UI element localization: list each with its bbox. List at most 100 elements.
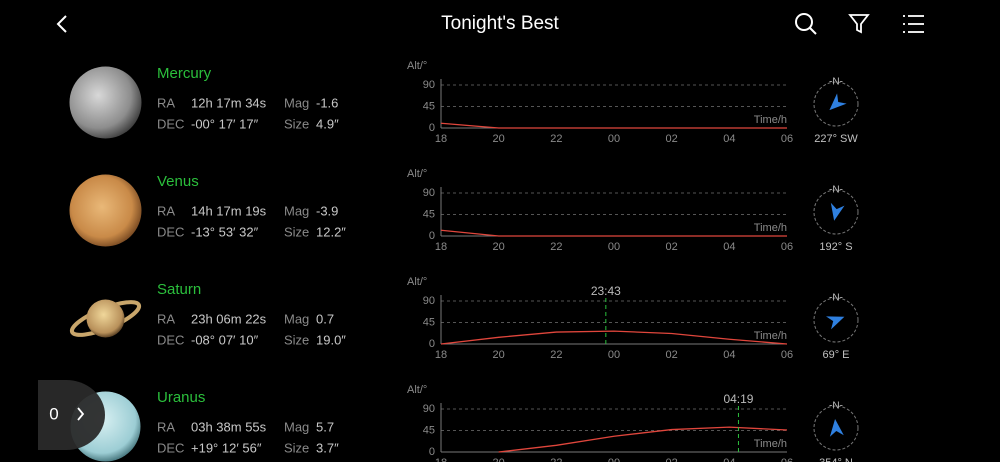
x-axis-label: Time/h: [754, 330, 787, 342]
compass-arrow: [830, 202, 845, 221]
dec-label: DEC: [157, 224, 184, 239]
y-axis-label: Alt/°: [407, 60, 427, 72]
y-tick-label: 90: [423, 403, 435, 415]
y-tick-label: 0: [429, 338, 435, 350]
x-tick-label: 06: [781, 241, 793, 253]
x-tick-label: 20: [493, 349, 505, 361]
compass-ring: [813, 405, 859, 451]
size-label: Size: [284, 440, 309, 455]
mag-value: -3.9: [316, 203, 338, 218]
mag-label: Mag: [284, 95, 309, 110]
object-name: Venus: [157, 173, 199, 190]
x-tick-label: 22: [550, 241, 562, 253]
azimuth: 192° S: [819, 241, 852, 253]
x-tick-label: 00: [608, 133, 620, 145]
x-tick-label: 06: [781, 133, 793, 145]
peak-time: 04:19: [723, 392, 753, 406]
dec-label: DEC: [157, 116, 184, 131]
y-axis-label: Alt/°: [407, 276, 427, 288]
y-tick-label: 45: [423, 316, 435, 328]
ra-label: RA: [157, 311, 175, 326]
mag-label: Mag: [284, 419, 309, 434]
object-row[interactable]: Mercury RA 12h 17m 34s Mag -1.6 DEC -00° 17′ 1…: [68, 60, 859, 145]
x-tick-label: 04: [723, 349, 735, 361]
x-tick-label: 06: [781, 457, 793, 462]
x-tick-label: 02: [666, 133, 678, 145]
compass-arrow: [826, 316, 845, 330]
side-tab[interactable]: 0: [38, 380, 105, 450]
x-axis-label: Time/h: [754, 114, 787, 126]
compass-north: -N-: [829, 77, 843, 88]
side-tab-count: 0: [49, 404, 58, 423]
altitude-curve: [440, 229, 787, 237]
list-button[interactable]: [903, 15, 924, 33]
dec-label: DEC: [157, 440, 184, 455]
mag-label: Mag: [284, 311, 309, 326]
x-tick-label: 18: [435, 349, 447, 361]
compass-arrow: [829, 419, 844, 437]
search-button[interactable]: [795, 13, 817, 35]
y-tick-label: 90: [423, 187, 435, 199]
azimuth: 69° E: [822, 349, 849, 361]
compass-north: -N-: [829, 401, 843, 412]
ra-value: 23h 06m 22s: [191, 311, 267, 326]
back-button[interactable]: [56, 15, 67, 33]
y-tick-label: 90: [423, 295, 435, 307]
x-tick-label: 18: [435, 457, 447, 462]
size-value: 12.2″: [316, 224, 346, 239]
x-tick-label: 18: [435, 241, 447, 253]
size-label: Size: [284, 332, 309, 347]
y-tick-label: 45: [423, 424, 435, 436]
azimuth: 354° N: [819, 457, 853, 462]
x-axis-label: Time/h: [754, 222, 787, 234]
object-name: Mercury: [157, 65, 212, 82]
x-tick-label: 02: [666, 457, 678, 462]
y-axis-label: Alt/°: [407, 384, 427, 396]
compass-ring: [813, 297, 859, 343]
dec-value: -08° 07′ 10″: [191, 332, 259, 347]
ra-value: 14h 17m 19s: [191, 203, 267, 218]
altitude-curve: [440, 330, 788, 345]
size-label: Size: [284, 224, 309, 239]
y-tick-label: 0: [429, 230, 435, 242]
object-name: Saturn: [157, 281, 201, 298]
planet-image: [69, 66, 142, 139]
size-value: 4.9″: [316, 116, 339, 131]
compass-arrow: [829, 93, 847, 111]
x-tick-label: 04: [723, 457, 735, 462]
y-tick-label: 45: [423, 100, 435, 112]
x-tick-label: 18: [435, 133, 447, 145]
planet-image: [69, 174, 142, 247]
y-axis-label: Alt/°: [407, 168, 427, 180]
peak-time: 23:43: [591, 284, 621, 298]
compass-ring: [813, 81, 859, 127]
ra-value: 12h 17m 34s: [191, 95, 267, 110]
mag-label: Mag: [284, 203, 309, 218]
size-value: 19.0″: [316, 332, 346, 347]
ra-label: RA: [157, 203, 175, 218]
x-tick-label: 02: [666, 241, 678, 253]
planet-image: [86, 299, 125, 338]
object-name: Uranus: [157, 389, 205, 406]
compass-ring: [813, 189, 859, 235]
filter-button[interactable]: [848, 14, 870, 34]
ra-label: RA: [157, 419, 175, 434]
x-tick-label: 02: [666, 349, 678, 361]
ra-value: 03h 38m 55s: [191, 419, 267, 434]
altitude-curve: [440, 122, 787, 129]
dec-value: -13° 53′ 32″: [191, 224, 259, 239]
x-tick-label: 00: [608, 457, 620, 462]
size-label: Size: [284, 116, 309, 131]
x-tick-label: 20: [493, 241, 505, 253]
x-tick-label: 22: [550, 349, 562, 361]
mag-value: -1.6: [316, 95, 338, 110]
y-tick-label: 45: [423, 208, 435, 220]
y-tick-label: 0: [429, 446, 435, 458]
object-row[interactable]: Uranus RA 03h 38m 55s Mag 5.7 DEC +19° 12′ 56″…: [68, 384, 859, 462]
object-row[interactable]: Venus RA 14h 17m 19s Mag -3.9 DEC -13° 53′ 32″…: [68, 168, 859, 253]
mag-value: 0.7: [316, 311, 334, 326]
object-row[interactable]: Saturn RA 23h 06m 22s Mag 0.7 DEC -08° 07′ 10″…: [68, 276, 859, 361]
y-tick-label: 0: [429, 122, 435, 134]
